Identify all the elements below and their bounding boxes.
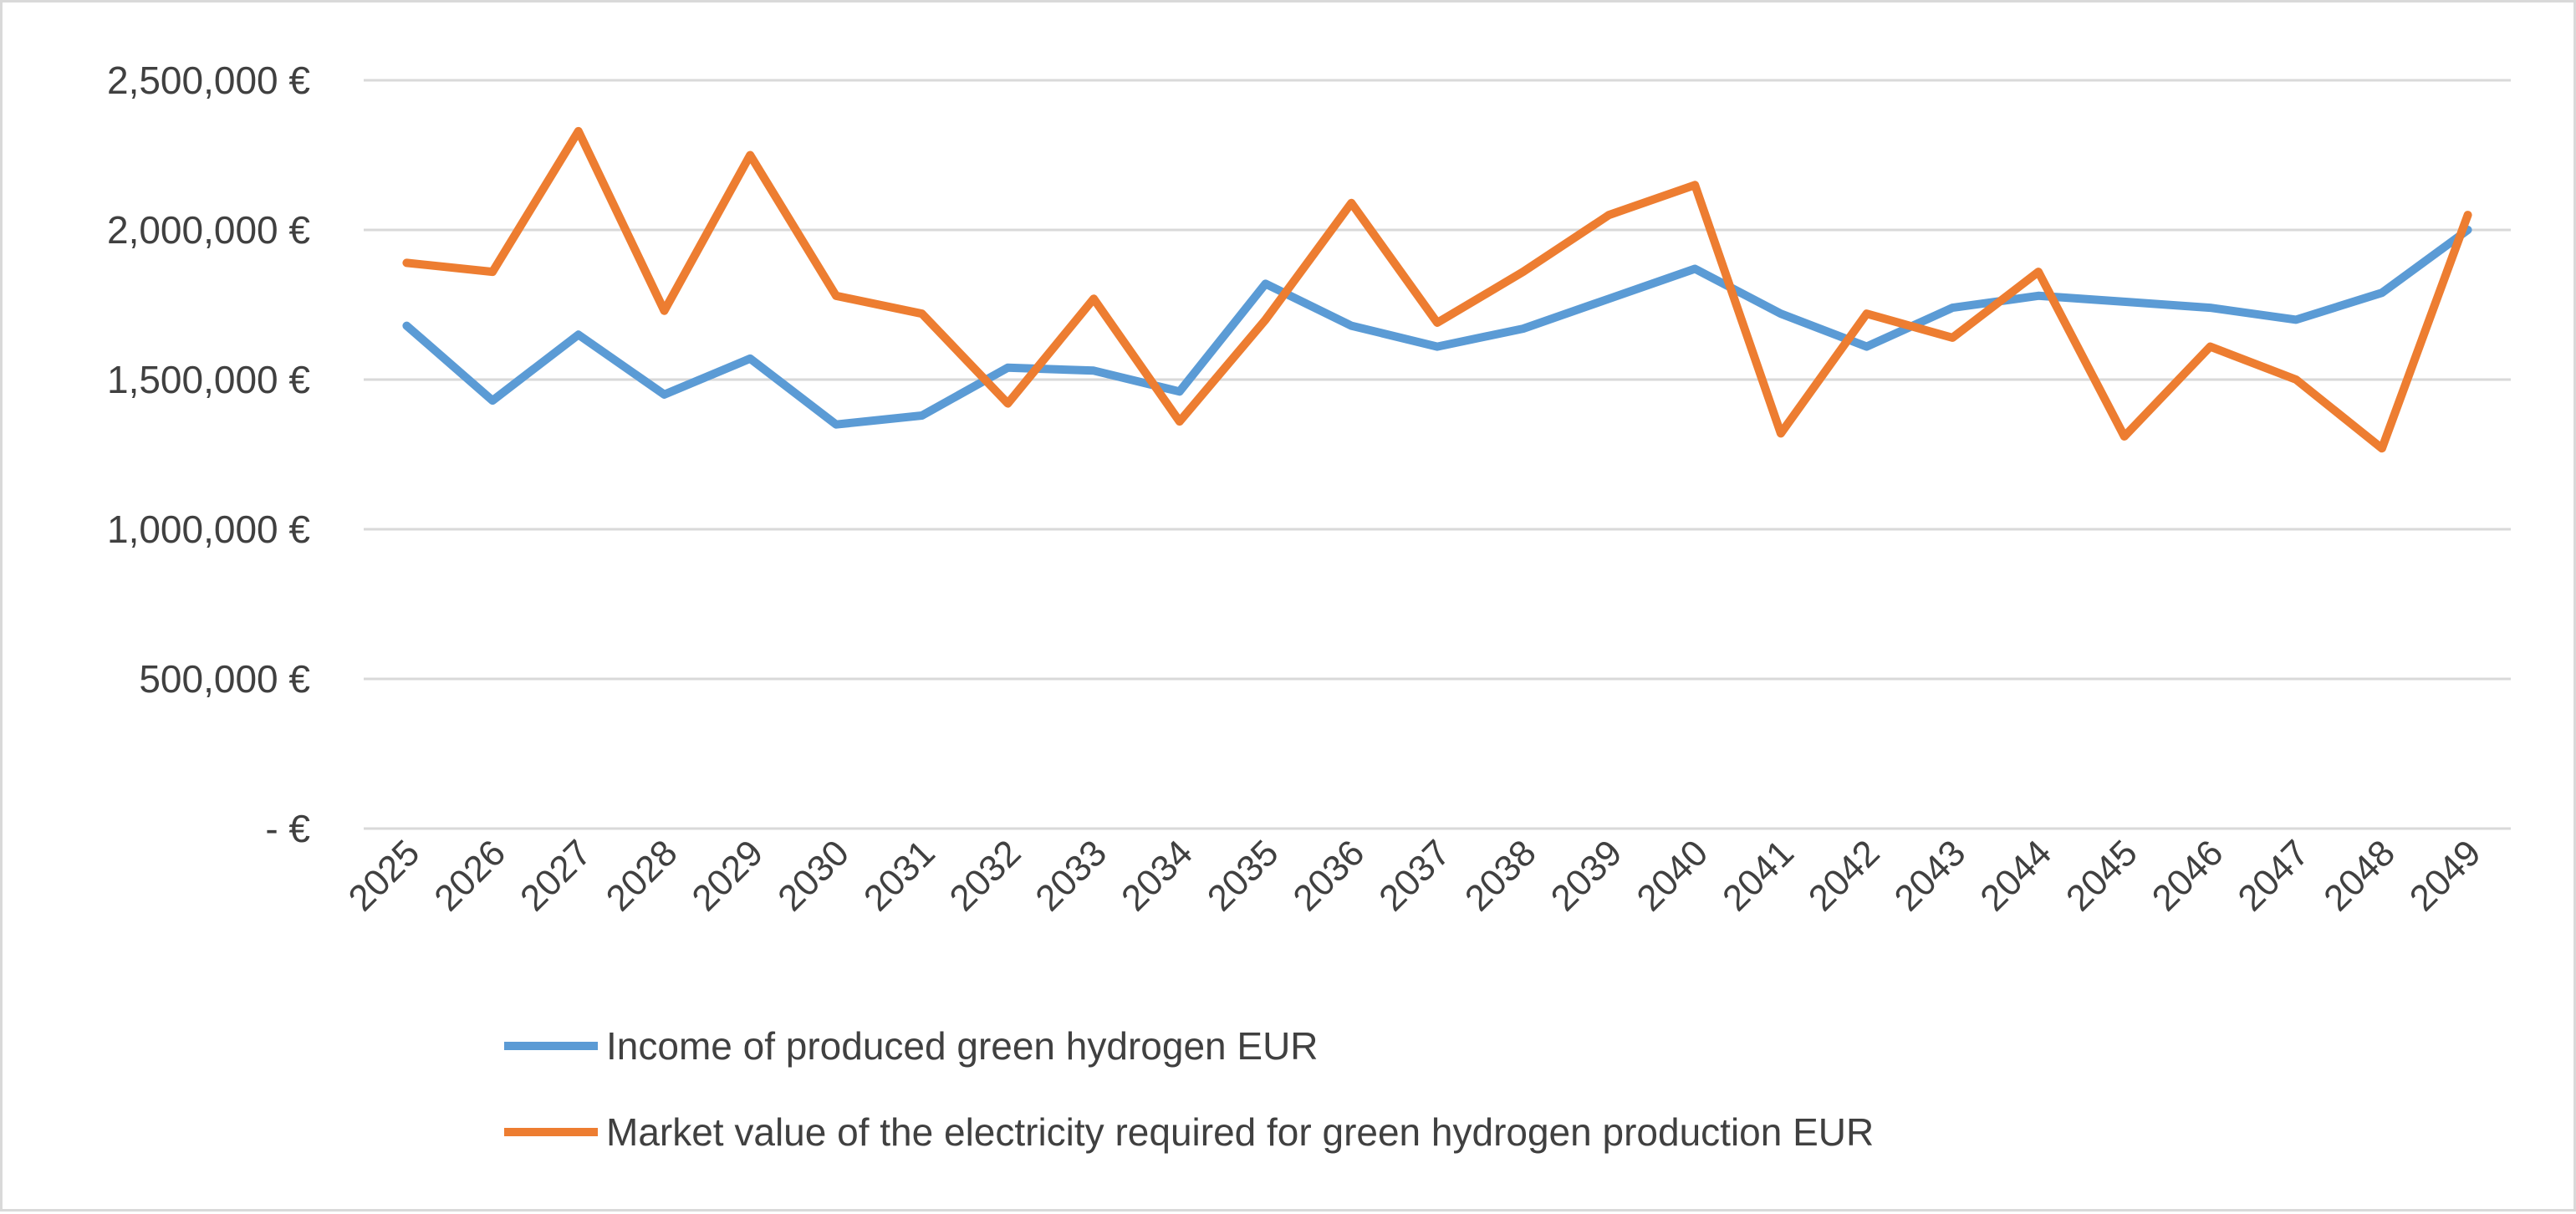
x-tick-label: 2040 [1629, 832, 1716, 919]
line-chart: - € 500,000 € 1,000,000 € 1,500,000 € 2,000,… [107, 59, 2511, 1154]
x-tick-label: 2043 [1887, 832, 1974, 919]
x-tick-label: 2032 [942, 832, 1029, 919]
y-tick-label: 2,000,000 € [107, 208, 310, 252]
series-lines [402, 126, 2472, 453]
x-tick-label: 2029 [684, 832, 771, 919]
legend-label-2: Market value of the electricity required… [606, 1110, 1874, 1154]
series-line-2 [402, 126, 2472, 453]
x-tick-label: 2041 [1715, 832, 1802, 919]
x-tick-label: 2034 [1114, 832, 1201, 919]
x-axis-tick-labels: 2025202620272028202920302031203220332034… [341, 832, 2489, 919]
x-tick-label: 2031 [856, 832, 943, 919]
x-tick-label: 2037 [1371, 832, 1458, 919]
x-tick-label: 2025 [341, 832, 428, 919]
x-tick-label: 2046 [2145, 832, 2232, 919]
x-tick-label: 2038 [1457, 832, 1544, 919]
y-tick-label: 1,000,000 € [107, 508, 310, 551]
x-tick-label: 2030 [770, 832, 857, 919]
series-line-1 [402, 226, 2472, 429]
legend-label-1: Income of produced green hydrogen EUR [606, 1024, 1319, 1068]
x-tick-label: 2026 [426, 832, 513, 919]
x-tick-label: 2036 [1285, 832, 1372, 919]
y-tick-label: 2,500,000 € [107, 59, 310, 102]
y-axis-tick-labels: - € 500,000 € 1,000,000 € 1,500,000 € 2,000,… [107, 59, 310, 850]
x-tick-label: 2028 [599, 832, 686, 919]
x-tick-label: 2048 [2316, 832, 2403, 919]
legend: Income of produced green hydrogen EUR Mar… [504, 1024, 1874, 1154]
x-tick-label: 2047 [2230, 832, 2317, 919]
x-tick-label: 2039 [1543, 832, 1630, 919]
y-tick-label: - € [265, 807, 310, 850]
x-tick-label: 2033 [1028, 832, 1115, 919]
y-tick-label: 1,500,000 € [107, 358, 310, 401]
x-tick-label: 2027 [513, 832, 599, 919]
x-tick-label: 2042 [1801, 832, 1888, 919]
x-tick-label: 2044 [1972, 832, 2059, 919]
x-tick-label: 2035 [1200, 832, 1287, 919]
gridlines [364, 79, 2511, 830]
x-tick-label: 2049 [2402, 832, 2489, 919]
y-tick-label: 500,000 € [139, 657, 310, 701]
x-tick-label: 2045 [2058, 832, 2145, 919]
